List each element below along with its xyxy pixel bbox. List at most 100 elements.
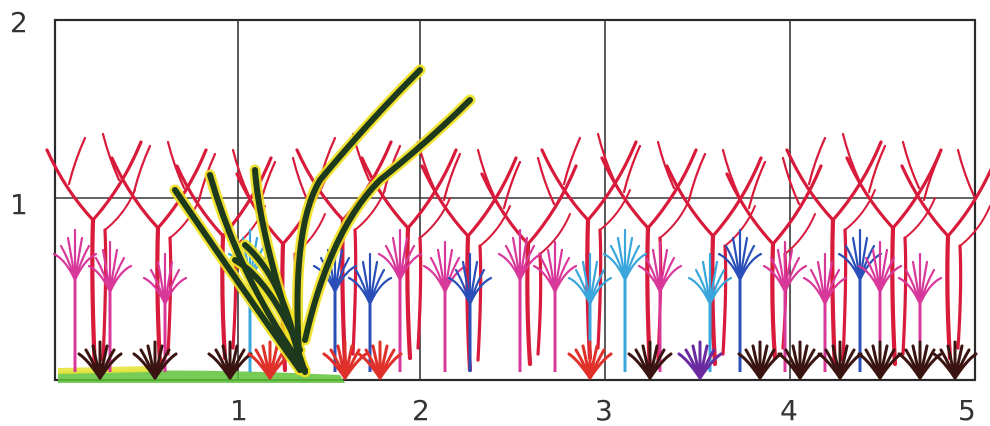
plant-leaf	[738, 252, 763, 282]
tree-trunk	[416, 236, 423, 350]
low-shrub-icon	[932, 340, 978, 380]
shrub-blade	[648, 352, 673, 380]
tree-branch	[725, 172, 775, 246]
tree-trunk	[220, 233, 228, 361]
low-shrub-icon	[677, 340, 723, 380]
tree-branch	[526, 164, 578, 246]
tree-trunk	[901, 236, 908, 356]
tree-trunk	[956, 244, 963, 350]
tree-branch	[891, 148, 943, 230]
tree-branch	[665, 164, 715, 238]
tree-branch	[110, 156, 160, 230]
green-plant-layer	[169, 64, 476, 378]
tree-twig	[656, 140, 676, 190]
x-label-3: 3	[595, 394, 613, 426]
plant-leaf	[588, 276, 613, 306]
tree-branch	[420, 164, 470, 238]
plant-leaf	[73, 252, 98, 282]
tree-twig	[539, 213, 571, 255]
upright-plant-icon	[717, 228, 763, 372]
shrub-layer	[77, 340, 978, 380]
tree-trunk	[841, 228, 848, 362]
upright-plant-icon	[567, 252, 613, 372]
tree-twig	[166, 140, 186, 190]
low-shrub-icon	[132, 340, 178, 380]
red-branching-tree-icon	[900, 148, 990, 361]
x-label-5: 5	[958, 394, 976, 426]
tree-trunk	[405, 225, 413, 361]
grid	[53, 18, 977, 382]
plant-leaf	[518, 252, 543, 282]
shrub-blade	[378, 352, 403, 380]
tree-twig	[721, 148, 741, 198]
shrub-blade	[953, 352, 978, 380]
shrub-blade	[588, 352, 613, 380]
tree-twig	[536, 156, 556, 206]
tree-twig	[479, 205, 511, 247]
tree-branch	[480, 172, 530, 246]
tree-branch	[946, 167, 990, 238]
plant-frond	[302, 97, 473, 343]
tree-twig	[596, 132, 616, 182]
tree-twig	[724, 205, 756, 247]
tree-twig	[959, 205, 990, 247]
tree-twig	[867, 144, 887, 194]
red-branching-tree-icon	[110, 140, 208, 367]
red-branching-tree-icon	[785, 132, 883, 373]
tree-twig	[442, 152, 462, 202]
low-shrub-icon	[777, 340, 823, 380]
upright-plant-icon	[497, 228, 543, 372]
tree-trunk	[476, 244, 483, 362]
low-shrub-icon	[897, 340, 943, 380]
x-label-2: 2	[412, 394, 430, 426]
tree-twig	[101, 132, 121, 182]
tree-twig	[599, 189, 631, 231]
low-shrub-icon	[77, 340, 123, 380]
shrub-blade	[918, 352, 943, 380]
plant-frond	[172, 187, 303, 373]
tree-trunk	[155, 225, 163, 367]
tree-trunk	[945, 233, 953, 361]
plant-leaf	[708, 276, 733, 306]
tree-twig	[562, 136, 582, 186]
plant-leaf	[823, 276, 848, 306]
tree-branch	[785, 148, 835, 222]
upright-plant-icon	[802, 252, 848, 372]
tree-twig	[419, 197, 451, 239]
tree-twig	[132, 144, 152, 194]
plant-leaf	[368, 276, 393, 306]
low-shrub-icon	[567, 340, 613, 380]
tree-twig	[922, 152, 942, 202]
plant-frond	[294, 67, 423, 373]
tree-twig	[659, 197, 691, 239]
plant-leaf	[108, 264, 133, 294]
tree-twig	[476, 148, 496, 198]
low-shrub-icon	[627, 340, 673, 380]
tree-twig	[901, 140, 921, 190]
y-axis-labels: 2 1	[10, 6, 28, 221]
shrub-blade	[343, 352, 368, 380]
tree-twig	[687, 152, 707, 202]
tree-twig	[747, 160, 767, 210]
y-label-1: 1	[10, 188, 28, 221]
low-shrub-icon	[737, 340, 783, 380]
tree-twig	[502, 160, 522, 210]
tree-branch	[646, 148, 698, 230]
low-shrub-icon	[247, 340, 293, 380]
tree-branch	[771, 164, 823, 246]
plant-frond	[207, 172, 308, 373]
upright-plant-icon	[447, 252, 493, 372]
plot-frame	[53, 18, 977, 382]
low-shrub-icon	[322, 340, 368, 380]
tree-twig	[622, 144, 642, 194]
tree-twig	[956, 148, 976, 198]
tree-branch	[900, 164, 950, 238]
tree-trunk	[596, 228, 603, 350]
tree-trunk	[351, 228, 358, 356]
tree-twig	[844, 189, 876, 231]
upright-plant-icon	[602, 228, 648, 372]
red-branching-tree-icon	[45, 132, 143, 373]
plant-leaf	[163, 276, 188, 306]
tree-twig	[904, 197, 936, 239]
plant-leaf	[658, 264, 683, 294]
